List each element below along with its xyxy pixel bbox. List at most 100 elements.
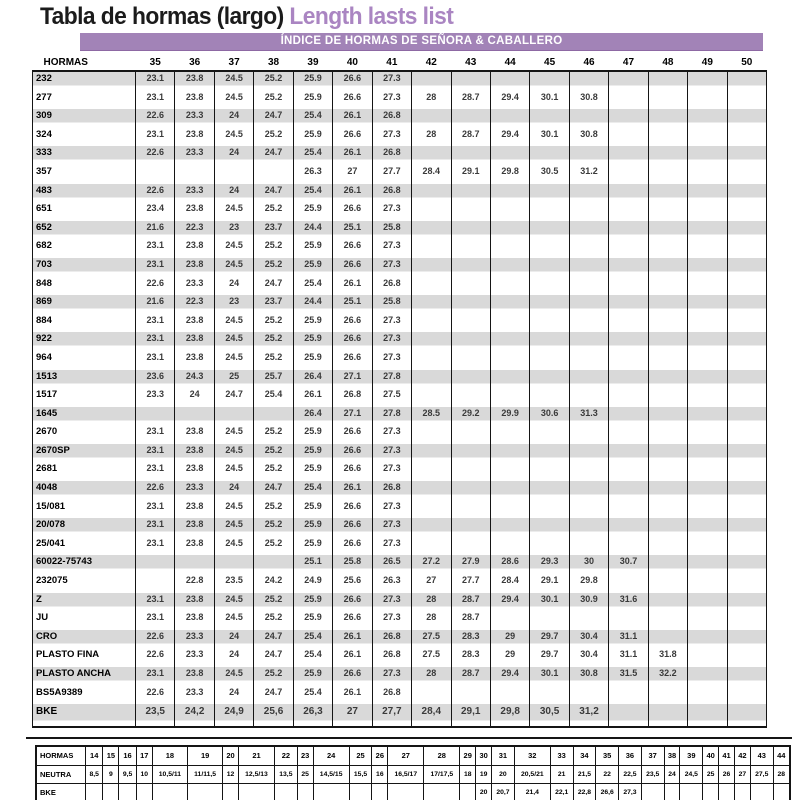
length-value-cell: 22.6 xyxy=(134,183,175,203)
conversion-value-cell: 8,5 xyxy=(84,764,104,785)
length-value-cell: 27.7 xyxy=(371,164,412,184)
length-value-cell: 25.2 xyxy=(253,350,294,370)
length-value-cell xyxy=(687,388,728,407)
length-value-cell: 24.5 xyxy=(213,499,254,519)
length-value-cell: 23 xyxy=(213,295,254,314)
table-row: 651 23.4 23.8 24.5 25.2 25.9 26.6 27.3 xyxy=(32,202,768,221)
length-value-cell: 23.1 xyxy=(134,90,175,110)
length-value-cell xyxy=(450,425,491,444)
size-column-header: 36 xyxy=(189,57,201,68)
length-value-cell: 25.8 xyxy=(371,220,412,240)
length-value-cell xyxy=(726,276,768,296)
row-label: CRO xyxy=(32,629,136,649)
length-value-cell xyxy=(647,369,688,389)
length-value-cell xyxy=(726,164,768,184)
conversion-value-cell xyxy=(274,783,298,800)
length-value-cell: 27.8 xyxy=(371,369,412,389)
conversion-value-cell: 22,5 xyxy=(618,764,642,785)
length-value-cell xyxy=(411,685,451,705)
length-value-cell xyxy=(411,295,451,314)
conversion-value-cell: 20 xyxy=(491,764,515,785)
length-value-cell: 23.3 xyxy=(174,183,215,203)
conversion-value-cell: 34 xyxy=(572,745,597,766)
conversion-value-cell xyxy=(187,783,224,800)
length-value-cell: 24.5 xyxy=(213,257,254,277)
length-value-cell: 23.1 xyxy=(134,592,175,612)
length-value-cell xyxy=(489,685,530,705)
size-column-header: 44 xyxy=(504,57,516,68)
length-value-cell: 30.8 xyxy=(568,90,609,110)
length-value-cell: 26.8 xyxy=(371,109,412,128)
length-value-cell xyxy=(568,611,609,630)
length-value-cell: 23.7 xyxy=(253,295,294,314)
length-value-cell: 25.4 xyxy=(292,183,333,203)
conversion-value-cell: 9 xyxy=(102,764,120,785)
length-value-cell: 24.5 xyxy=(213,350,254,370)
length-value-cell xyxy=(608,388,649,407)
length-value-cell: 24 xyxy=(213,685,254,705)
length-value-cell xyxy=(726,555,768,575)
length-value-cell xyxy=(529,499,570,519)
conversion-value-cell: 25 xyxy=(296,764,314,785)
length-value-cell: 24.5 xyxy=(213,611,254,630)
length-value-cell: 23.1 xyxy=(134,611,175,630)
length-value-cell xyxy=(529,220,570,240)
length-value-cell xyxy=(489,202,530,221)
length-value-cell: 23.1 xyxy=(134,518,175,537)
length-value-cell xyxy=(726,443,768,463)
conversion-value-cell: 22 xyxy=(595,764,620,785)
conversion-value-cell xyxy=(118,783,137,800)
conversion-table-body: HORMAS 14 15 16 17 18 19 20 21 22 23 24 25 26 27 28 29 30… xyxy=(35,745,791,800)
length-value-cell: 23.8 xyxy=(174,667,215,686)
row-label: 15/081 xyxy=(32,499,136,519)
length-value-cell xyxy=(726,220,768,240)
conversion-value-cell: 28 xyxy=(772,764,791,785)
length-value-cell: 23.1 xyxy=(134,313,175,333)
conversion-row: HORMAS 14 15 16 17 18 19 20 21 22 23 24 25 26 27 28 29 30… xyxy=(35,745,791,766)
length-value-cell xyxy=(647,462,688,482)
length-value-cell: 27.5 xyxy=(411,629,451,649)
length-value-cell xyxy=(450,369,491,389)
length-value-cell: 26.6 xyxy=(332,127,373,147)
length-value-cell xyxy=(450,388,491,407)
length-value-cell xyxy=(647,127,688,147)
conversion-value-cell: 26 xyxy=(371,745,389,766)
length-value-cell xyxy=(253,164,294,184)
length-value-cell: 26.8 xyxy=(371,648,412,667)
length-value-cell xyxy=(411,332,451,351)
length-value-cell xyxy=(687,350,728,370)
length-value-cell: 25.9 xyxy=(292,536,333,556)
table-row: 277 23.1 23.8 24.5 25.2 25.9 26.6 27.3 28 28.7 29.… xyxy=(32,90,768,110)
length-value-cell: 26.1 xyxy=(332,183,373,203)
length-value-cell: 27.3 xyxy=(371,332,412,351)
conversion-value-cell xyxy=(679,783,704,800)
length-value-cell xyxy=(529,202,570,221)
length-value-cell: 26.6 xyxy=(332,611,373,630)
length-value-cell xyxy=(726,629,768,649)
length-value-cell xyxy=(174,406,215,426)
length-value-cell: 27 xyxy=(411,574,451,593)
length-value-cell: 28.3 xyxy=(450,629,491,649)
length-value-cell: 29 xyxy=(489,629,530,649)
conversion-value-cell: 10 xyxy=(135,764,153,785)
length-value-cell: 26.6 xyxy=(332,313,373,333)
length-value-cell xyxy=(647,481,688,500)
length-value-cell xyxy=(213,406,254,426)
size-column-header: 42 xyxy=(425,57,437,68)
length-value-cell: 24.9 xyxy=(292,574,333,593)
length-value-cell: 27.8 xyxy=(371,406,412,426)
row-label: 884 xyxy=(32,313,136,333)
length-value-cell: 25.2 xyxy=(253,462,294,482)
conversion-value-cell: 20,5/21 xyxy=(513,764,551,785)
row-label: 964 xyxy=(32,350,136,370)
length-value-cell: 27.3 xyxy=(371,350,412,370)
length-value-cell xyxy=(687,518,728,537)
conversion-value-cell: 16 xyxy=(371,764,389,785)
length-value-cell xyxy=(411,425,451,444)
conversion-row: BKE 20 20,7 21,4 22,1 22,8 26,6 27,3 xyxy=(35,783,791,800)
length-value-cell: 26.6 xyxy=(332,592,373,612)
conversion-value-cell xyxy=(312,783,350,800)
row-label: JU xyxy=(32,611,136,630)
row-label: PLASTO FINA xyxy=(32,648,136,667)
